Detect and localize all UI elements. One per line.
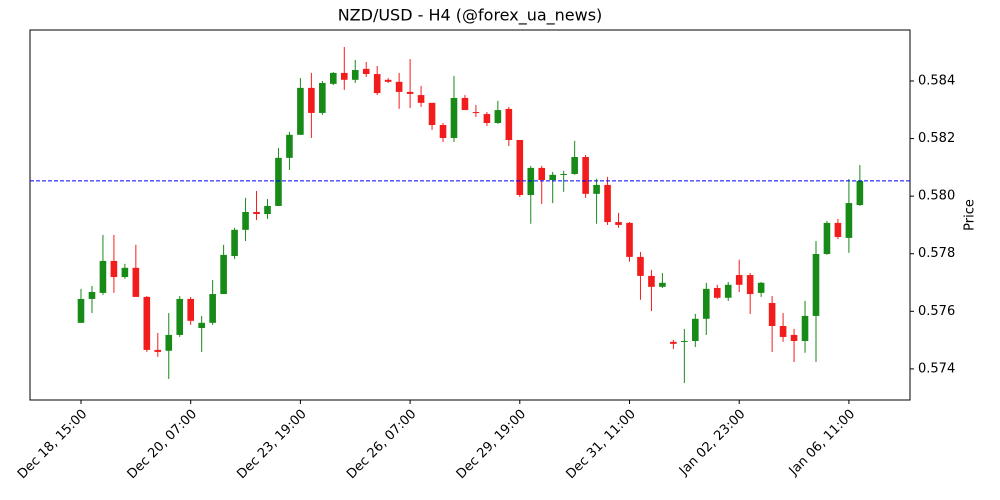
candle-body (286, 134, 293, 158)
candle-body (77, 298, 85, 323)
candle-body (845, 203, 853, 238)
candle-body (395, 81, 403, 92)
candle-body (735, 275, 743, 285)
candle-body (176, 298, 184, 335)
candle-body (549, 174, 557, 181)
candle-body (483, 114, 491, 124)
candle-body (143, 296, 151, 350)
candle-body (428, 102, 436, 126)
candle-body (593, 184, 600, 194)
candle-body (330, 72, 337, 84)
candle-body (538, 167, 546, 181)
x-tick-label: Dec 26, 07:00 (344, 407, 419, 482)
candle-body (494, 110, 502, 124)
candle-body (692, 318, 699, 341)
candle-body (110, 260, 118, 278)
candle-body (88, 292, 96, 299)
candle-body (505, 108, 513, 140)
candle-body (264, 205, 271, 214)
chart-title: NZD/USD - H4 (@forex_ua_news) (338, 6, 603, 26)
candle-body (702, 288, 710, 319)
candle-body (790, 334, 798, 341)
candle-body (659, 282, 666, 287)
y-axis-label: Price (963, 199, 978, 231)
candle-body (121, 267, 129, 278)
x-tick-label: Dec 31, 11:00 (563, 407, 638, 482)
candle-body (856, 180, 864, 206)
candle-body (406, 91, 414, 94)
candle-body (746, 275, 754, 295)
candle-body (615, 222, 622, 225)
candle-body (340, 72, 348, 80)
x-tick-label: Dec 18, 15:00 (15, 407, 90, 482)
candle-body (220, 254, 227, 295)
candle-body (648, 275, 655, 287)
candle-body (681, 340, 688, 342)
candle-body (297, 87, 304, 135)
candle-body (472, 112, 480, 114)
candle-body (351, 70, 359, 80)
candle-body (582, 156, 589, 194)
candle-body (757, 282, 765, 293)
candle-body (604, 184, 611, 223)
candle-body (253, 211, 260, 214)
candle-body (373, 74, 381, 94)
y-tick-label: 0.584 (918, 73, 955, 88)
y-tick-label: 0.582 (918, 131, 955, 146)
candle-body (439, 125, 447, 138)
y-tick-label: 0.574 (918, 361, 955, 376)
x-tick-label: Dec 20, 07:00 (125, 407, 200, 482)
plot-frame (29, 29, 911, 401)
candle-body (724, 284, 732, 298)
candle-body (154, 349, 162, 352)
candle-body (713, 287, 721, 298)
candle-body (801, 315, 809, 341)
candle-body (417, 95, 425, 103)
candle-body (516, 139, 524, 195)
candle-body (362, 68, 370, 75)
candle-body (275, 157, 282, 206)
candle-body (99, 260, 107, 293)
y-tick-label: 0.580 (918, 189, 955, 204)
candle-body (823, 222, 831, 255)
candle-body (834, 222, 842, 238)
candle-body (319, 82, 326, 113)
x-tick-label: Jan 06, 11:00 (786, 407, 858, 479)
x-tick-label: Dec 29, 19:00 (454, 407, 529, 482)
candle-body (779, 326, 787, 337)
candle-body (450, 97, 458, 138)
candle-body (165, 334, 173, 351)
candle-body (527, 167, 535, 195)
candle-body (384, 79, 392, 82)
candle-body (670, 341, 677, 344)
y-tick-label: 0.576 (918, 304, 955, 319)
candle-body (132, 267, 140, 297)
y-tick-label: 0.578 (918, 246, 955, 261)
candle-body (209, 294, 216, 323)
candle-body (637, 256, 644, 276)
candle-body (198, 322, 205, 329)
candle-body (308, 87, 315, 113)
candle-body (242, 211, 249, 230)
candle-body (187, 298, 194, 321)
candle-body (231, 229, 238, 257)
x-tick-label: Jan 02, 23:00 (676, 407, 748, 479)
candle-body (461, 97, 469, 111)
candle-body (768, 302, 776, 326)
candle-body (571, 156, 578, 174)
candle-body (812, 254, 820, 316)
candle-body (626, 222, 633, 257)
candle-body (560, 173, 567, 175)
x-tick-label: Dec 23, 19:00 (234, 407, 309, 482)
